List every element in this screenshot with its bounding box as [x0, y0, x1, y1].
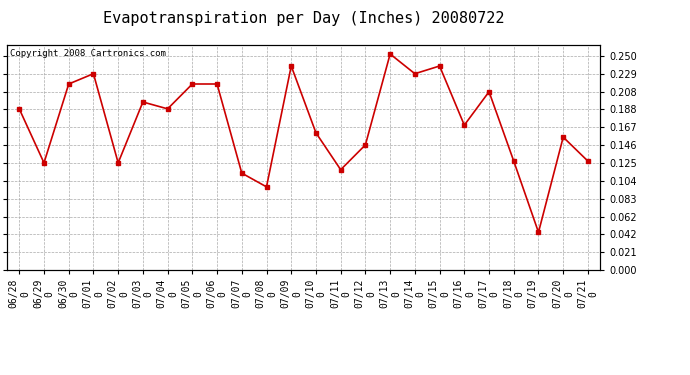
- Text: Copyright 2008 Cartronics.com: Copyright 2008 Cartronics.com: [10, 50, 166, 58]
- Text: Evapotranspiration per Day (Inches) 20080722: Evapotranspiration per Day (Inches) 2008…: [103, 11, 504, 26]
